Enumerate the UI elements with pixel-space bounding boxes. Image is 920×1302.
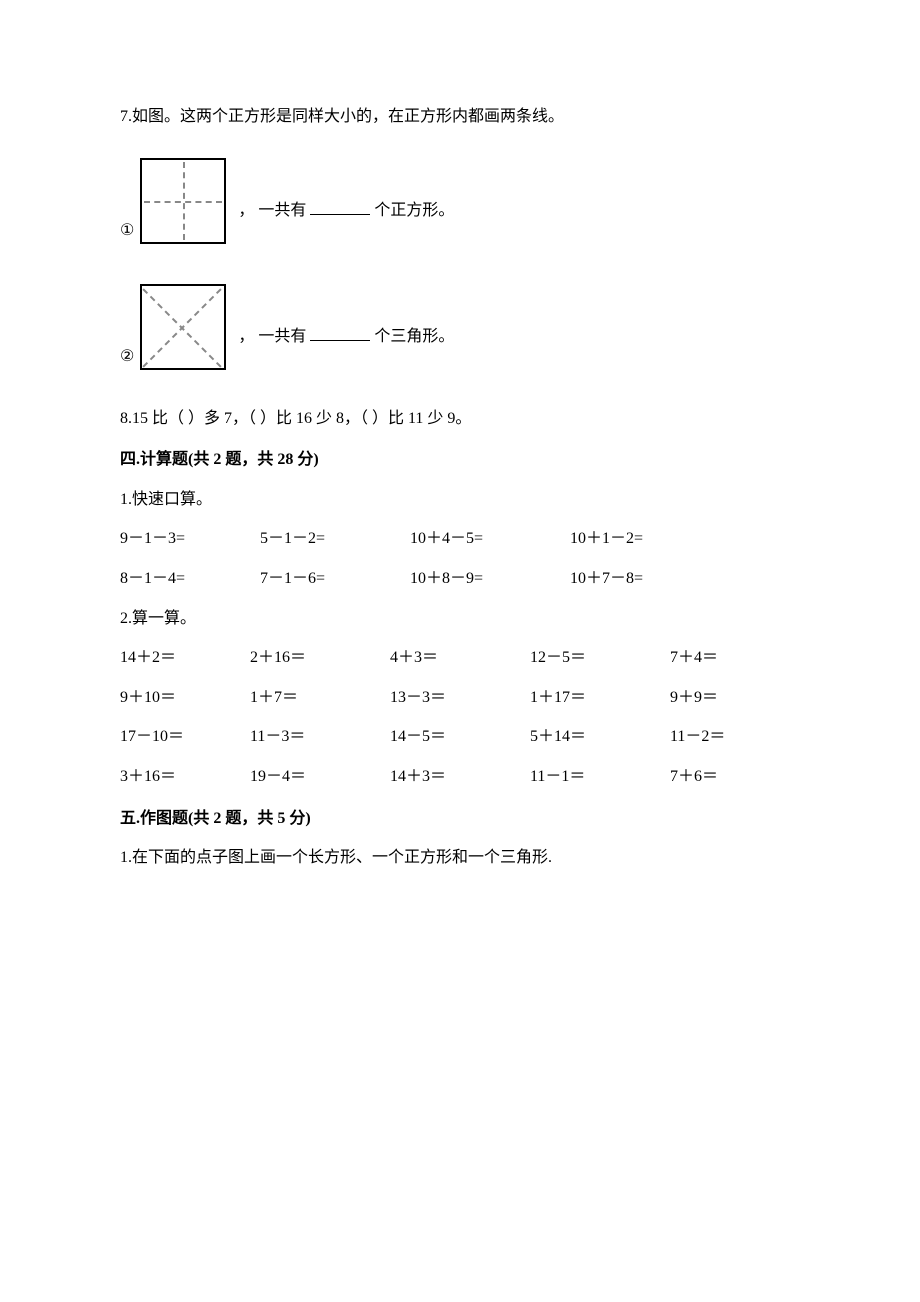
calc-cell: 2＋16＝ [250,645,390,671]
q7-item1-num: ① [120,218,134,244]
q7-item2-text-a: ， 一共有 [238,328,306,345]
calc-cell: 17－10＝ [120,724,250,750]
q7-item2-blank[interactable] [310,326,370,341]
calc-cell: 9＋9＝ [670,685,790,711]
calc-cell: 14－5＝ [390,724,530,750]
q7-item2-text: ， 一共有 个三角形。 [238,324,454,370]
calc-cell: 12－5＝ [530,645,670,671]
calc-cell: 13－3＝ [390,685,530,711]
section5-title: 五.作图题(共 2 题，共 5 分) [120,806,800,832]
q7-prompt: 7.如图。这两个正方形是同样大小的，在正方形内都画两条线。 [120,104,800,130]
page-content: 7.如图。这两个正方形是同样大小的，在正方形内都画两条线。 ① ， 一共有 个正… [0,0,920,945]
sec4-p1-grid: 9－1－3= 5－1－2= 10＋4－5= 10＋1－2= 8－1－4= 7－1… [120,526,800,591]
calc-cell: 10＋7－8= [570,566,730,592]
calc-cell: 11－1＝ [530,764,670,790]
sec4-p2-label: 2.算一算。 [120,606,800,632]
calc-cell: 7－1－6= [260,566,410,592]
square-x-icon [140,284,226,370]
calc-cell: 7＋4＝ [670,645,790,671]
calc-cell: 3＋16＝ [120,764,250,790]
square-cross-icon [140,158,226,244]
calc-cell: 10＋4－5= [410,526,570,552]
q7-item2: ② ， 一共有 个三角形。 [120,284,800,370]
calc-cell: 7＋6＝ [670,764,790,790]
q7-item1-blank[interactable] [310,200,370,215]
calc-cell: 9＋10＝ [120,685,250,711]
q7-item1: ① ， 一共有 个正方形。 [120,158,800,244]
calc-cell: 5－1－2= [260,526,410,552]
q7-item1-text-a: ， 一共有 [238,202,306,219]
q7-item2-text-b: 个三角形。 [374,328,454,345]
calc-cell: 1＋17＝ [530,685,670,711]
calc-cell: 10＋8－9= [410,566,570,592]
calc-cell: 10＋1－2= [570,526,730,552]
calc-cell: 9－1－3= [120,526,260,552]
q7-item1-text-b: 个正方形。 [374,202,454,219]
q7-item1-text: ， 一共有 个正方形。 [238,198,454,244]
calc-cell: 11－3＝ [250,724,390,750]
sec4-p2-grid: 14＋2＝ 2＋16＝ 4＋3＝ 12－5＝ 7＋4＝ 9＋10＝ 1＋7＝ 1… [120,645,800,789]
calc-cell: 4＋3＝ [390,645,530,671]
calc-cell: 8－1－4= [120,566,260,592]
calc-cell: 14＋3＝ [390,764,530,790]
q8-text: 8.15 比（ ）多 7，（ ）比 16 少 8，（ ）比 11 少 9。 [120,406,800,432]
calc-cell: 11－2＝ [670,724,790,750]
sec5-p1: 1.在下面的点子图上画一个长方形、一个正方形和一个三角形. [120,845,800,871]
q7-item2-num: ② [120,344,134,370]
calc-cell: 19－4＝ [250,764,390,790]
sec4-p1-label: 1.快速口算。 [120,487,800,513]
section4-title: 四.计算题(共 2 题，共 28 分) [120,447,800,473]
calc-cell: 1＋7＝ [250,685,390,711]
calc-cell: 14＋2＝ [120,645,250,671]
calc-cell: 5＋14＝ [530,724,670,750]
